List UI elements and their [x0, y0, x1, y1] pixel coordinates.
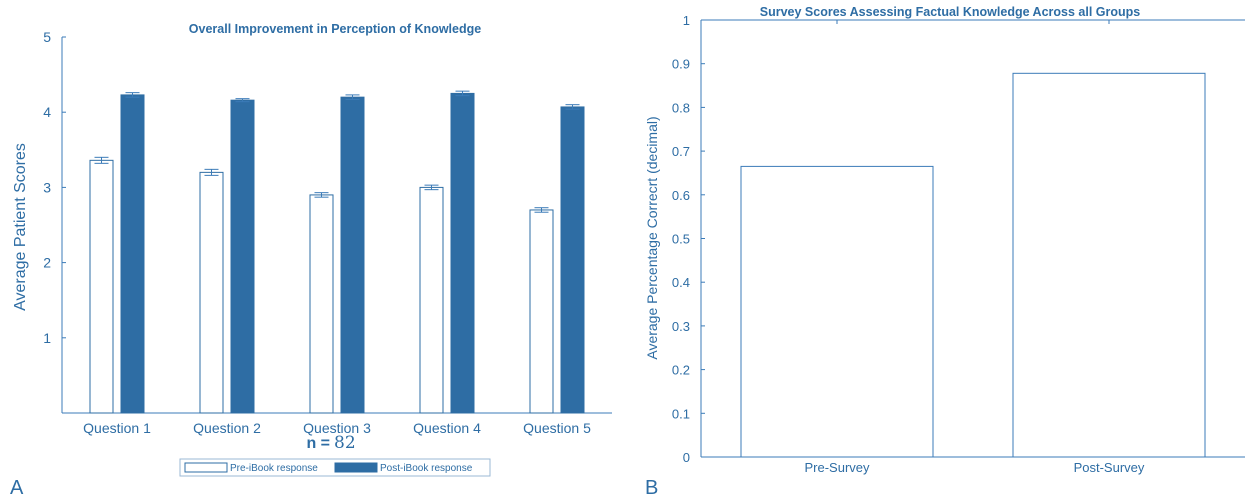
panel-b-label: B — [645, 477, 658, 497]
panel-a-y-tick-label: 2 — [43, 255, 51, 271]
panel-b-y-tick-label: 0.5 — [672, 232, 690, 247]
bar-pre-ibook — [199, 171, 224, 414]
panel-b-chart: Survey Scores Assessing Factual Knowledg… — [644, 5, 1245, 499]
panel-b-axes: 0 0.1 0.2 0.3 0.4 0.5 0.6 0.7 0.8 0.9 1 — [672, 13, 1245, 465]
n-annotation-value: 82 — [334, 433, 356, 453]
panel-b-y-tick-label: 0.3 — [672, 319, 690, 334]
panel-a-y-tick-label: 4 — [43, 104, 51, 120]
bar-pre-ibook — [419, 186, 444, 414]
panel-a-x-tick-label: Question 1 — [83, 420, 151, 436]
panel-b-y-tick-label: 0.9 — [672, 57, 690, 72]
bar-post-ibook — [340, 96, 365, 414]
panel-a-x-tick-label: Question 3 — [303, 420, 371, 436]
bar-post-ibook — [560, 106, 585, 414]
panel-a-title: Overall Improvement in Perception of Kno… — [189, 22, 481, 36]
panel-b-x-ticks: Pre-Survey Post-Survey — [804, 460, 1144, 475]
bar-post-ibook — [120, 94, 145, 414]
bar-post-survey — [1012, 72, 1206, 458]
bar-pre-survey — [740, 165, 934, 458]
panel-b-y-tick-label: 0.1 — [672, 406, 690, 421]
panel-a-y-tick-label: 5 — [43, 29, 51, 45]
panel-a-y-tick-label: 1 — [43, 330, 51, 346]
panel-a-axes: 1 2 3 4 5 — [43, 29, 612, 414]
panel-a-legend: Pre-iBook response Post-iBook response — [179, 458, 491, 477]
panel-a-bars — [89, 90, 585, 414]
panel-b-title: Survey Scores Assessing Factual Knowledg… — [760, 5, 1141, 19]
panel-b-y-tick-label: 0.8 — [672, 100, 690, 115]
panel-a-y-tick-label: 3 — [43, 179, 51, 195]
bar-pre-ibook — [89, 159, 114, 414]
panel-b-y-tick-label: 0.7 — [672, 144, 690, 159]
panel-a-x-tick-label: Question 4 — [413, 420, 481, 436]
panel-b-y-tick-label: 0.4 — [672, 275, 690, 290]
panel-b-x-tick-label: Post-Survey — [1074, 460, 1145, 475]
panel-b-x-tick-label: Pre-Survey — [804, 460, 870, 475]
bar-post-ibook — [230, 99, 255, 414]
panel-b-y-tick-label: 0.6 — [672, 188, 690, 203]
panel-b-y-tick-label: 0 — [683, 450, 690, 465]
n-annotation-label: n = — [306, 435, 330, 452]
panel-b-y-tick-label: 0.2 — [672, 363, 690, 378]
panel-a-label: A — [10, 477, 24, 497]
legend-label-post: Post-iBook response — [380, 463, 473, 474]
panel-a-chart: Overall Improvement in Perception of Kno… — [10, 22, 612, 499]
legend-swatch-pre — [184, 462, 228, 473]
bar-post-ibook — [450, 92, 475, 414]
bar-pre-ibook — [529, 209, 554, 414]
panel-b-bars — [740, 72, 1206, 458]
panel-b-y-tick-label: 1 — [683, 13, 690, 28]
panel-a-x-tick-label: Question 2 — [193, 420, 261, 436]
panel-a-x-ticks: Question 1 Question 2 Question 3 Question 4… — [83, 420, 591, 436]
panel-b-ylabel: Average Percentage Correcrt (decimal) — [644, 116, 660, 359]
n-annotation: n = 82 — [306, 433, 355, 453]
legend-label-pre: Pre-iBook response — [230, 463, 318, 474]
bar-pre-ibook — [309, 194, 334, 414]
panel-a-x-tick-label: Question 5 — [523, 420, 591, 436]
panel-a-ylabel: Average Patient Scores — [12, 143, 29, 311]
legend-swatch-post — [334, 462, 378, 473]
